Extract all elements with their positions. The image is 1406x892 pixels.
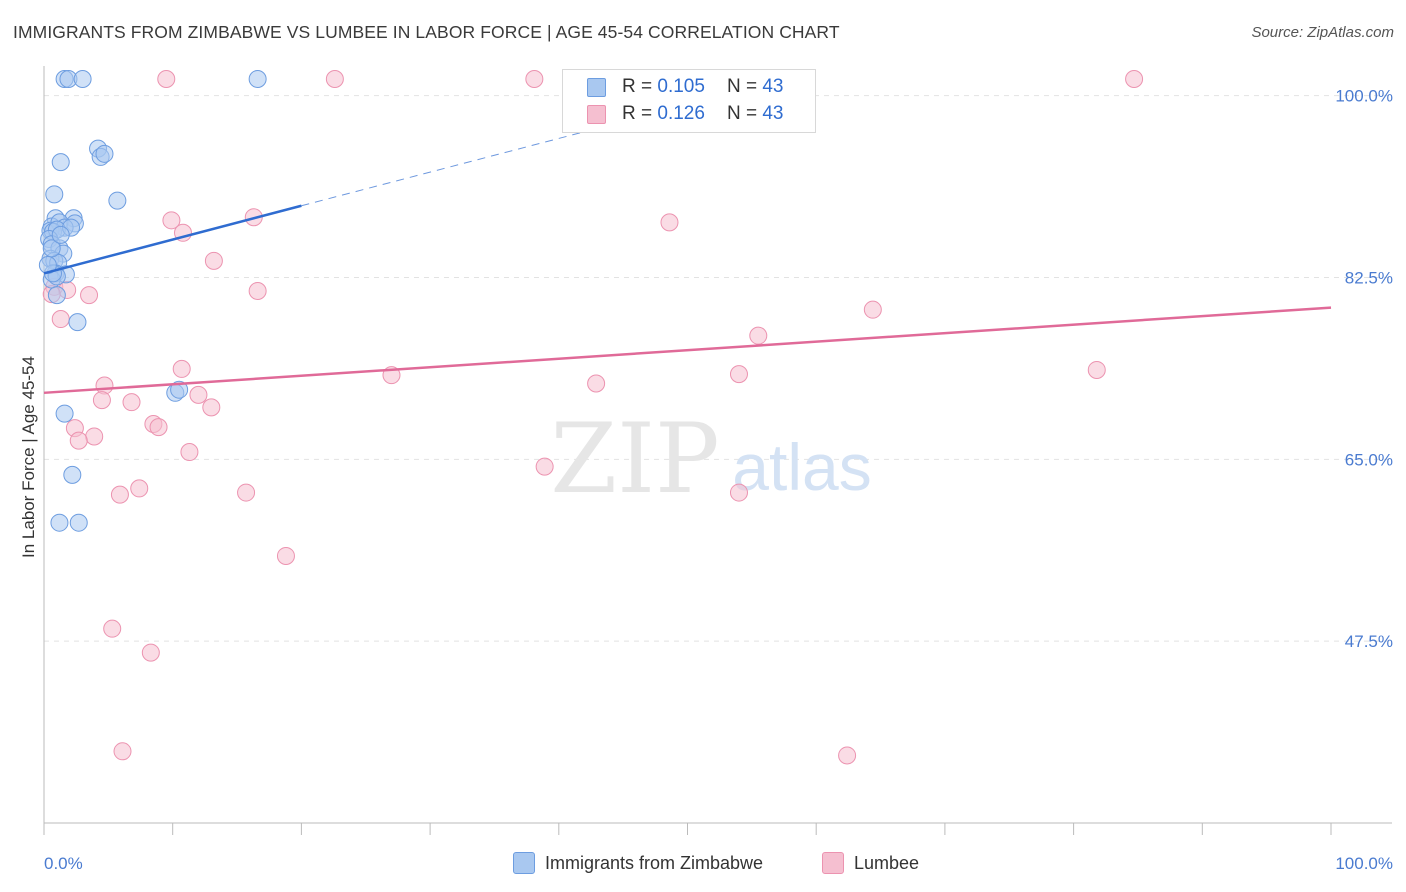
zimbabwe-point: [95, 144, 114, 163]
legend-row-lumbee: R = 0.126 N = 43: [587, 101, 783, 127]
lumbee-point: [189, 385, 208, 404]
bottom-legend-zimbabwe: Immigrants from Zimbabwe: [513, 852, 763, 874]
lumbee-point: [172, 359, 191, 378]
lumbee-point: [838, 746, 857, 765]
bottom-legend-label-lumbee: Lumbee: [854, 852, 920, 873]
lumbee-point: [130, 479, 149, 498]
zimbabwe-point: [248, 70, 267, 88]
legend-r-label: R =: [622, 103, 653, 124]
zimbabwe-point: [69, 513, 88, 532]
lumbee-point: [204, 251, 223, 270]
lumbee-point: [180, 443, 199, 462]
lumbee-point: [92, 391, 111, 410]
zimbabwe-point: [63, 465, 82, 484]
lumbee-point: [863, 300, 882, 319]
lumbee-point: [162, 211, 181, 230]
lumbee-point: [660, 213, 679, 232]
lumbee-point: [122, 393, 141, 412]
lumbee-point: [749, 326, 768, 345]
legend-n-value-lumbee: 43: [762, 103, 784, 124]
trend-lines: [43, 121, 1332, 395]
bottom-legend-swatch-blue: [513, 852, 535, 874]
x-tick-label: 0.0%: [44, 854, 83, 873]
lumbee-point: [141, 643, 160, 662]
zimbabwe-point: [73, 70, 92, 88]
zimbabwe-point: [55, 404, 74, 423]
zimbabwe-point: [68, 313, 87, 332]
bottom-legend-label-zimbabwe: Immigrants from Zimbabwe: [545, 852, 764, 873]
lumbee-point: [729, 483, 748, 502]
lumbee-point: [202, 398, 221, 417]
legend-n-value-zimbabwe: 43: [762, 76, 784, 97]
y-tick-label: 65.0%: [1345, 450, 1393, 469]
lumbee-point: [51, 310, 70, 329]
zimbabwe-point: [51, 153, 70, 172]
watermark-zip: ZIP: [550, 403, 719, 515]
lumbee-point: [80, 286, 99, 305]
lumbee-point: [729, 365, 748, 384]
zimbabwe-trend-line: [43, 204, 302, 275]
watermark: ZIP atlas: [550, 403, 871, 515]
legend-r-value-lumbee: 0.126: [657, 103, 705, 124]
legend-n-label: N =: [726, 103, 758, 124]
bottom-legend-swatch-pink: [822, 852, 844, 874]
lumbee-point: [113, 742, 132, 761]
lumbee-point: [157, 70, 176, 88]
zimbabwe-point: [51, 225, 70, 244]
lumbee-point: [535, 457, 554, 476]
y-axis-title: In Labor Force | Age 45-54: [19, 356, 38, 558]
legend-row-zimbabwe: R = 0.105 N = 43: [587, 74, 783, 100]
lumbee-point: [69, 431, 88, 450]
lumbee-point: [1087, 360, 1106, 379]
zimbabwe-point: [45, 185, 64, 204]
zimbabwe-trend-extension: [301, 121, 624, 207]
legend-r-value-zimbabwe: 0.105: [657, 76, 705, 97]
y-tick-label: 100.0%: [1335, 87, 1393, 106]
lumbee-point: [525, 70, 544, 88]
lumbee-point: [149, 418, 168, 437]
lumbee-point: [248, 281, 267, 300]
legend-n-label: N =: [726, 76, 758, 97]
y-tick-label: 82.5%: [1345, 268, 1393, 287]
lumbee-point: [110, 485, 129, 504]
lumbee-points: [42, 70, 1144, 765]
lumbee-point: [587, 374, 606, 393]
zimbabwe-points: [38, 70, 267, 532]
lumbee-point: [325, 70, 344, 88]
zimbabwe-point: [50, 513, 69, 532]
lumbee-point: [237, 483, 256, 502]
correlation-legend: R = 0.105 N = 43 R = 0.126 N = 43: [562, 69, 816, 133]
lumbee-point: [1125, 70, 1144, 88]
grid-lines: [44, 95, 1392, 642]
y-tick-labels: 47.5% 65.0% 82.5% 100.0%: [1335, 87, 1393, 652]
x-tick-labels: 0.0% 100.0%: [44, 854, 1393, 873]
lumbee-point: [103, 619, 122, 638]
zimbabwe-point: [170, 380, 189, 399]
zimbabwe-point: [47, 286, 66, 305]
x-tick-label: 100.0%: [1335, 854, 1393, 873]
lumbee-point: [276, 546, 295, 565]
zimbabwe-point: [108, 191, 127, 210]
legend-r-label: R =: [622, 76, 653, 97]
y-tick-label: 47.5%: [1345, 632, 1393, 651]
lumbee-trend-line: [43, 306, 1332, 395]
legend-swatch-blue: [587, 77, 606, 97]
lumbee-point: [85, 427, 104, 446]
legend-swatch-pink: [587, 104, 606, 124]
bottom-legend-lumbee: Lumbee: [822, 852, 919, 874]
watermark-atlas: atlas: [732, 430, 871, 504]
source-label: Source: ZipAtlas.com: [1251, 24, 1394, 41]
chart-title: IMMIGRANTS FROM ZIMBABWE VS LUMBEE IN LA…: [13, 22, 840, 42]
axes: [43, 66, 1392, 835]
